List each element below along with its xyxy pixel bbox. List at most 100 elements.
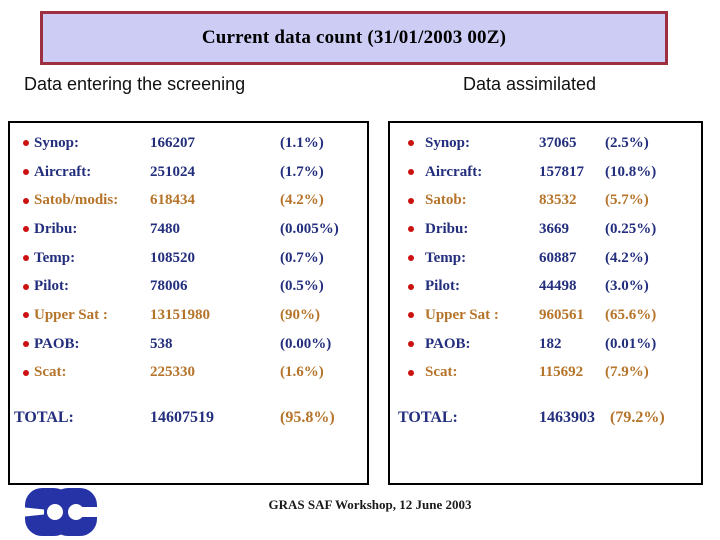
row-value: 108520 xyxy=(150,249,195,266)
row-label: Dribu: xyxy=(34,220,78,237)
bullet-icon xyxy=(407,255,414,262)
bullet-icon xyxy=(23,140,29,147)
row-label: PAOB: xyxy=(34,335,80,352)
row-label: Satob/modis: xyxy=(34,192,119,209)
row-label: Pilot: xyxy=(34,278,69,295)
bullet-icon xyxy=(23,341,29,348)
footer-caption: GRAS SAF Workshop, 12 June 2003 xyxy=(268,497,472,512)
table-row: Upper Sat : 960561 (65.6%) xyxy=(390,301,701,330)
table-row: Pilot: 44498 (3.0%) xyxy=(390,272,701,301)
total-value: 14607519 xyxy=(150,409,214,427)
left-section-heading: Data entering the screening xyxy=(24,74,246,94)
row-value: 7480 xyxy=(150,220,180,237)
table-row: Satob: 83532 (5.7%) xyxy=(390,186,701,215)
row-percent: (65.6%) xyxy=(605,306,657,323)
row-percent: (0.01%) xyxy=(605,335,657,352)
row-label: Synop: xyxy=(425,134,471,151)
screening-data-table: Synop: 166207 (1.1%) Aircraft: 251024 (1.7%) S… xyxy=(8,121,369,485)
row-value: 618434 xyxy=(150,192,195,209)
total-label: TOTAL: xyxy=(398,409,458,427)
screening-total-row: TOTAL: 14607519 (95.8%) xyxy=(10,409,367,427)
table-row: Temp: 108520 (0.7%) xyxy=(10,244,367,273)
row-value: 60887 xyxy=(539,249,577,266)
row-value: 166207 xyxy=(150,134,195,151)
row-label: Synop: xyxy=(34,134,80,151)
table-row: Aircraft: 251024 (1.7%) xyxy=(10,158,367,187)
row-label: Temp: xyxy=(34,249,76,266)
row-label: Aircraft: xyxy=(425,163,483,180)
table-row: Scat: 225330 (1.6%) xyxy=(10,359,367,388)
bullet-icon xyxy=(23,197,29,204)
row-value: 78006 xyxy=(150,278,188,295)
right-section-heading: Data assimilated xyxy=(463,74,597,94)
table-row: Synop: 166207 (1.1%) xyxy=(10,129,367,158)
row-value: 157817 xyxy=(539,163,584,180)
table-row: Synop: 37065 (2.5%) xyxy=(390,129,701,158)
bullet-icon xyxy=(23,255,29,262)
ecmwf-logo-icon xyxy=(25,488,97,536)
row-value: 13151980 xyxy=(150,306,210,323)
row-value: 538 xyxy=(150,335,173,352)
row-label: Dribu: xyxy=(425,220,469,237)
row-percent: (90%) xyxy=(280,306,320,323)
row-label: Aircraft: xyxy=(34,163,92,180)
row-percent: (1.1%) xyxy=(280,134,324,151)
row-percent: (5.7%) xyxy=(605,192,649,209)
row-label: PAOB: xyxy=(425,335,471,352)
row-percent: (10.8%) xyxy=(605,163,657,180)
row-value: 225330 xyxy=(150,364,195,381)
row-percent: (3.0%) xyxy=(605,278,649,295)
bullet-icon xyxy=(23,169,29,176)
row-value: 3669 xyxy=(539,220,569,237)
table-row: Scat: 115692 (7.9%) xyxy=(390,359,701,388)
screening-rows: Synop: 166207 (1.1%) Aircraft: 251024 (1.7%) S… xyxy=(10,123,367,387)
row-value: 37065 xyxy=(539,134,577,151)
row-percent: (0.5%) xyxy=(280,278,324,295)
bullet-icon xyxy=(407,169,414,176)
bullet-icon xyxy=(407,369,414,376)
table-row: Pilot: 78006 (0.5%) xyxy=(10,272,367,301)
bullet-icon xyxy=(23,312,29,319)
bullet-icon xyxy=(23,369,29,376)
bullet-icon xyxy=(407,283,414,290)
row-value: 83532 xyxy=(539,192,577,209)
bullet-icon xyxy=(407,226,414,233)
table-row: PAOB: 538 (0.00%) xyxy=(10,330,367,359)
row-percent: (0.7%) xyxy=(280,249,324,266)
assimilated-rows: Synop: 37065 (2.5%) Aircraft: 157817 (10.8%) S… xyxy=(390,123,701,387)
row-value: 251024 xyxy=(150,163,195,180)
row-percent: (0.00%) xyxy=(280,335,332,352)
bullet-icon xyxy=(407,341,414,348)
row-label: Upper Sat : xyxy=(34,306,108,323)
table-row: Temp: 60887 (4.2%) xyxy=(390,244,701,273)
slide-title-box: Current data count (31/01/2003 00Z) xyxy=(40,11,668,65)
row-label: Scat: xyxy=(34,364,67,381)
row-value: 44498 xyxy=(539,278,577,295)
row-percent: (1.7%) xyxy=(280,163,324,180)
bullet-icon xyxy=(23,283,29,290)
total-percent: (95.8%) xyxy=(280,409,335,427)
row-label: Scat: xyxy=(425,364,458,381)
row-label: Pilot: xyxy=(425,278,460,295)
row-value: 182 xyxy=(539,335,562,352)
bullet-icon xyxy=(407,197,414,204)
row-percent: (0.005%) xyxy=(280,220,339,237)
row-label: Temp: xyxy=(425,249,467,266)
row-label: Upper Sat : xyxy=(425,306,499,323)
row-percent: (4.2%) xyxy=(605,249,649,266)
table-row: Dribu: 3669 (0.25%) xyxy=(390,215,701,244)
table-row: Upper Sat : 13151980 (90%) xyxy=(10,301,367,330)
table-row: Dribu: 7480 (0.005%) xyxy=(10,215,367,244)
total-value: 1463903 xyxy=(539,409,595,427)
row-value: 960561 xyxy=(539,306,584,323)
assimilated-data-table: Synop: 37065 (2.5%) Aircraft: 157817 (10.8%) S… xyxy=(388,121,703,485)
row-percent: (1.6%) xyxy=(280,364,324,381)
table-row: Aircraft: 157817 (10.8%) xyxy=(390,158,701,187)
assimilated-total-row: TOTAL: 1463903 (79.2%) xyxy=(390,409,701,427)
bullet-icon xyxy=(407,140,414,147)
total-percent: (79.2%) xyxy=(610,409,665,427)
row-percent: (2.5%) xyxy=(605,134,649,151)
row-percent: (0.25%) xyxy=(605,220,657,237)
slide-title: Current data count (31/01/2003 00Z) xyxy=(201,27,507,48)
